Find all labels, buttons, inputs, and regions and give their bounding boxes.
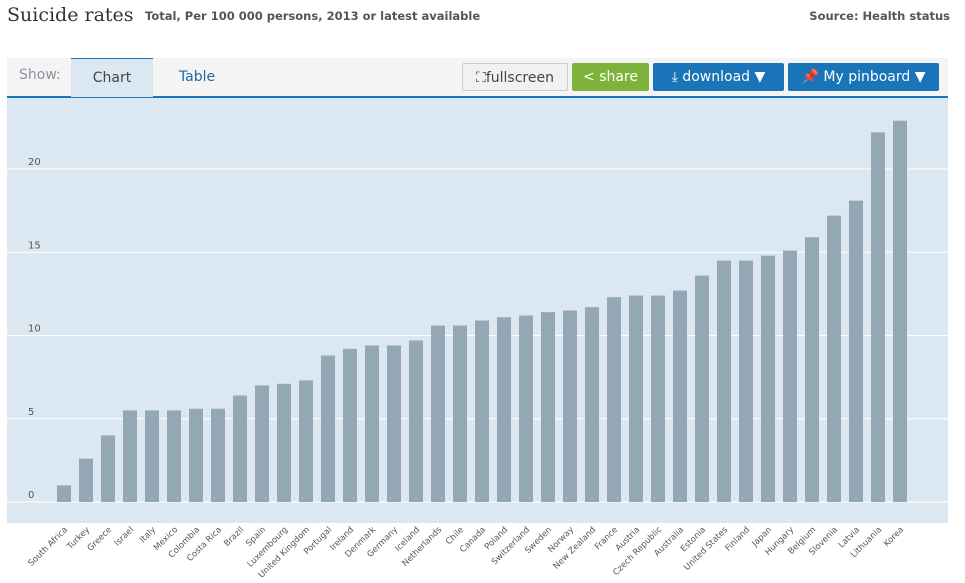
bar [57, 485, 71, 502]
share-icon: < [583, 69, 595, 85]
bar [585, 307, 599, 502]
bar [453, 325, 467, 502]
bar [761, 255, 775, 502]
tab-table[interactable]: Table [178, 69, 216, 85]
bar [409, 340, 423, 502]
bar [849, 200, 863, 502]
toolbar: Show: Chart Table ⛶fullscreen < share ⤓ … [7, 58, 948, 98]
bar [233, 395, 247, 502]
x-tick-label: Korea [882, 525, 906, 549]
y-tick-label: 20 [28, 157, 41, 168]
x-tick-label: South Africa [27, 525, 71, 569]
x-tick-label: Brazil [222, 525, 246, 549]
y-tick-label: 0 [28, 490, 34, 501]
download-icon: ⤓ [671, 69, 678, 85]
bar [431, 325, 445, 502]
bar [717, 260, 731, 502]
y-tick-label: 15 [28, 240, 41, 251]
bar [629, 295, 643, 502]
bar [805, 237, 819, 502]
bar [387, 345, 401, 502]
bar [739, 260, 753, 502]
x-tick-label: Finland [724, 525, 753, 554]
expand-icon: ⛶ [476, 70, 486, 86]
x-tick-label: Israel [113, 525, 137, 549]
bar [475, 320, 489, 502]
bar [827, 215, 841, 502]
bar [695, 275, 709, 502]
chart-subtitle: Total, Per 100 000 persons, 2013 or late… [145, 9, 481, 23]
fullscreen-button[interactable]: ⛶fullscreen [462, 63, 568, 91]
bar [893, 120, 907, 502]
bar [255, 385, 269, 502]
y-tick-label: 10 [28, 324, 41, 335]
bar [673, 290, 687, 502]
bar [299, 380, 313, 502]
bar [101, 435, 115, 502]
tab-chart[interactable]: Chart [71, 58, 153, 97]
bar [651, 295, 665, 502]
bar [123, 410, 137, 502]
x-tick-label: Greece [86, 525, 114, 553]
bar [871, 132, 885, 502]
bar [519, 315, 533, 502]
bar [211, 408, 225, 502]
bar [497, 317, 511, 502]
bar [541, 312, 555, 502]
bar [365, 345, 379, 502]
bar [79, 458, 93, 502]
share-button[interactable]: < share [572, 63, 649, 91]
bar [343, 348, 357, 502]
pin-icon: 📌 [801, 69, 819, 85]
y-tick-label: 5 [28, 407, 34, 418]
pinboard-button[interactable]: 📌 My pinboard ▼ [788, 63, 939, 91]
bar [145, 410, 159, 502]
bar [167, 410, 181, 502]
chart-title: Suicide rates [7, 4, 134, 26]
bar [189, 408, 203, 502]
bar [783, 250, 797, 502]
bar [607, 297, 621, 502]
source-link[interactable]: Source: Health status [809, 9, 950, 23]
bar [277, 383, 291, 502]
bar [563, 310, 577, 502]
show-label: Show: [19, 67, 61, 83]
bar [321, 355, 335, 502]
download-button[interactable]: ⤓ download ▼ [653, 63, 784, 91]
